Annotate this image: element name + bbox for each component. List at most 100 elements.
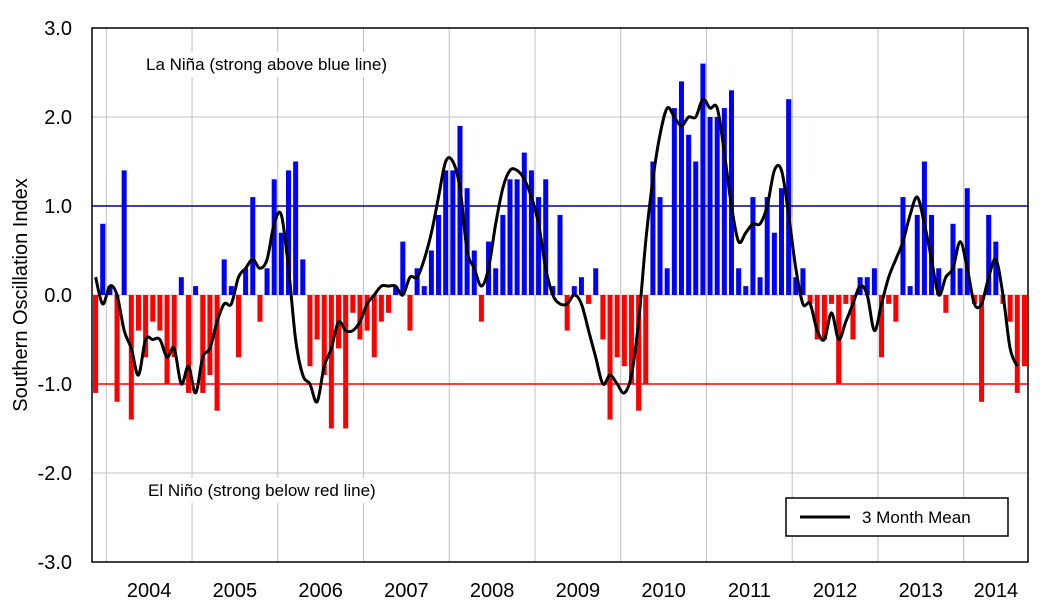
soi-bar [357, 295, 363, 340]
soi-bar [343, 295, 349, 429]
soi-bar [800, 268, 806, 295]
soi-bar [571, 286, 577, 295]
soi-bar [657, 197, 663, 295]
soi-bar [557, 214, 563, 295]
soi-bar [750, 197, 756, 295]
y-tick-label: -1.0 [38, 374, 72, 396]
soi-bar [543, 179, 549, 295]
soi-bar [507, 179, 513, 295]
soi-bar [121, 170, 127, 295]
legend: 3 Month Mean [785, 497, 1009, 537]
soi-bar [100, 223, 106, 295]
soi-bar [714, 117, 720, 295]
el-nino-annotation-bg [143, 478, 381, 503]
soi-bar [907, 286, 913, 295]
soi-bar [278, 232, 284, 295]
y-axis-tick-labels: 3.0 2.0 1.0 0.0 -1.0 -2.0 -3.0 [38, 18, 72, 574]
x-year-label: 2009 [556, 580, 601, 602]
y-tick-label: 3.0 [44, 18, 72, 40]
soi-bar [1021, 295, 1027, 367]
soi-bar [850, 295, 856, 340]
soi-bar [478, 295, 484, 322]
soi-bar [200, 295, 206, 393]
soi-bar [986, 214, 992, 295]
soi-bar [721, 108, 727, 295]
soi-bar [821, 295, 827, 340]
soi-bar [536, 197, 542, 295]
soi-bar [407, 295, 413, 331]
y-tick-label: -3.0 [38, 552, 72, 574]
x-year-label: 2014 [974, 580, 1019, 602]
soi-bar [728, 90, 734, 295]
three-month-mean-path [94, 97, 1019, 404]
soi-bar [235, 295, 241, 358]
soi-bar [778, 188, 784, 295]
x-axis-year-labels: 2004 2005 2006 2007 2008 2009 2010 2011 2012 2013… [127, 580, 1018, 602]
soi-bar [128, 295, 134, 420]
la-nina-annotation-bg [141, 52, 392, 77]
soi-bar [678, 81, 684, 296]
x-year-label: 2013 [899, 580, 944, 602]
soi-bar [1007, 295, 1013, 322]
y-tick-label: 1.0 [44, 196, 72, 218]
soi-bar [328, 295, 334, 429]
soi-bar [636, 295, 642, 411]
soi-bar [443, 170, 449, 295]
soi-bar [521, 152, 527, 295]
soi-bar [879, 295, 885, 358]
soi-bar [93, 295, 99, 393]
y-tick-label: -2.0 [38, 463, 72, 485]
soi-bar [185, 295, 191, 393]
x-year-label: 2006 [298, 580, 343, 602]
soi-bar [500, 214, 506, 295]
soi-bar [771, 232, 777, 295]
soi-bar [693, 161, 699, 295]
soi-bar [564, 295, 570, 331]
soi-bar [164, 295, 170, 384]
soi-bar [428, 250, 434, 295]
soi-bar [607, 295, 613, 420]
soi-bar [650, 161, 656, 295]
soi-bar [193, 286, 199, 295]
soi-bar [243, 268, 249, 295]
plot-frame [91, 27, 1029, 563]
soi-bar [814, 295, 820, 340]
threshold-lines [92, 205, 1028, 385]
soi-bar [736, 268, 742, 295]
soi-bar [964, 188, 970, 295]
x-year-label: 2010 [641, 580, 686, 602]
x-year-label: 2008 [470, 580, 515, 602]
soi-bar [829, 295, 835, 304]
soi-bar [643, 295, 649, 384]
soi-bar [871, 268, 877, 295]
soi-bar [371, 295, 377, 358]
soi-bar [307, 295, 313, 367]
soi-bar [743, 286, 749, 295]
soi-bar [943, 295, 949, 313]
soi-bar [1014, 295, 1020, 393]
soi-bar [157, 295, 163, 331]
soi-bar [664, 268, 670, 295]
soi-bar [264, 268, 270, 295]
x-year-label: 2012 [813, 580, 858, 602]
soi-bar [450, 170, 456, 295]
soi-bar [314, 295, 320, 340]
soi-bar [421, 286, 427, 295]
el-nino-annotation: El Niño (strong below red line) [148, 481, 376, 500]
soi-bar [864, 277, 870, 295]
soi-bar [628, 295, 634, 384]
soi-bar [764, 197, 770, 295]
soi-bar [378, 295, 384, 322]
x-year-label: 2004 [127, 580, 172, 602]
three-month-mean-line [94, 97, 1019, 404]
soi-bar [414, 268, 420, 295]
soi-bar [436, 214, 442, 295]
soi-bar [393, 286, 399, 295]
soi-bar [686, 134, 692, 295]
soi-bar [364, 295, 370, 331]
soi-bar [293, 161, 299, 295]
soi-bar [914, 214, 920, 295]
soi-bar [207, 295, 213, 376]
soi-bar [757, 277, 763, 295]
